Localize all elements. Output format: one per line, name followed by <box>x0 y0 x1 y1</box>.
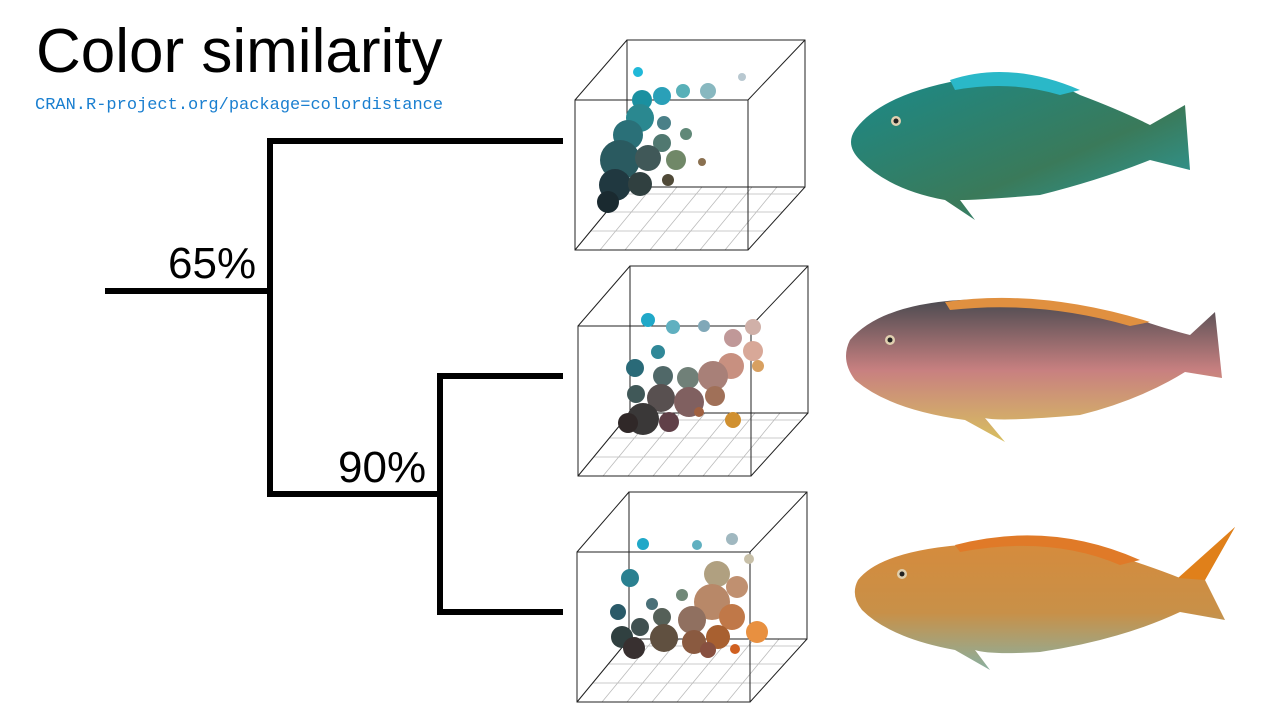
fish-image <box>851 72 1190 220</box>
color-cube <box>576 491 808 703</box>
package-link[interactable]: CRAN.R-project.org/package=colordistance <box>35 96 443 115</box>
title: Color similarity <box>36 17 442 86</box>
dendrogram: 65% 90% <box>105 138 563 615</box>
color-cube <box>574 39 806 251</box>
node-label: 90% <box>338 443 426 492</box>
node-label: 65% <box>168 239 256 288</box>
fish-image <box>854 527 1235 670</box>
color-cube <box>577 265 809 477</box>
fish-image <box>846 297 1222 442</box>
